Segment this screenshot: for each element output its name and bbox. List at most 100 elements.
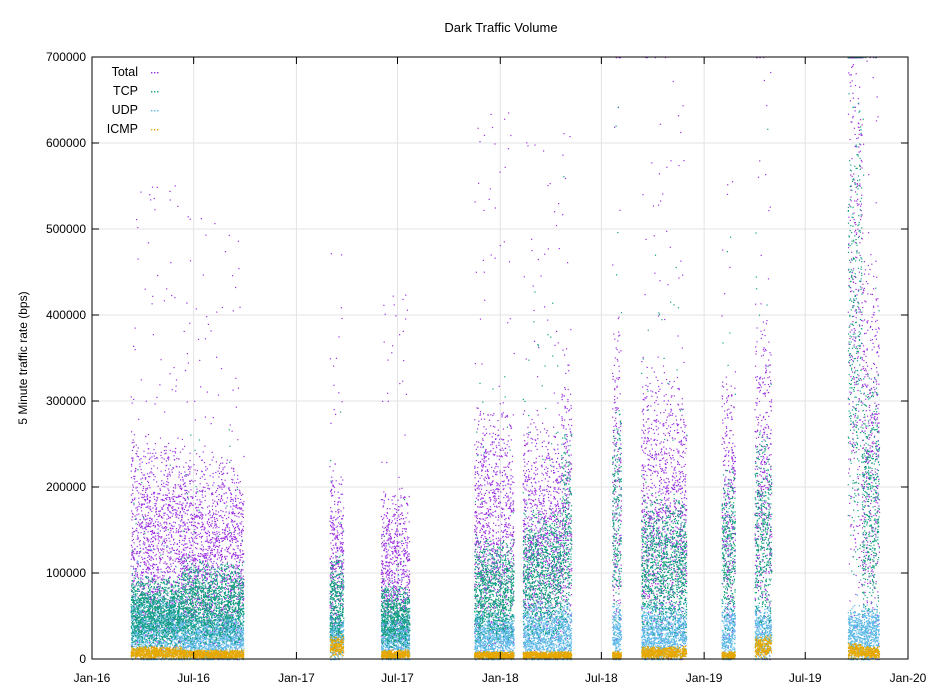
data-point-tcp (178, 582, 180, 584)
data-point-total (139, 466, 141, 468)
data-point-total (215, 471, 217, 474)
data-point-tcp (142, 592, 144, 594)
data-point-udp (162, 630, 164, 632)
data-point-total (196, 606, 198, 609)
data-point-total (166, 546, 168, 548)
data-point-total (137, 563, 139, 565)
data-point-udp (166, 653, 168, 655)
data-point-udp (175, 607, 177, 610)
data-point-total (159, 510, 161, 513)
data-point-total (179, 484, 181, 486)
data-point-tcp (158, 587, 160, 589)
data-point-total (153, 581, 155, 583)
data-point-total (142, 490, 144, 492)
data-point-udp (137, 640, 139, 642)
data-point-total (166, 494, 168, 496)
data-point-total (157, 615, 159, 618)
data-point-tcp (157, 617, 159, 619)
data-point-icmp (132, 649, 134, 651)
data-point-udp (134, 636, 136, 638)
data-point-tcp (177, 613, 180, 615)
data-point-total (151, 493, 153, 495)
data-point-total (136, 490, 138, 492)
data-point-total (165, 563, 167, 565)
data-point-total (160, 470, 162, 472)
data-point-tcp (166, 584, 168, 586)
data-point-total (174, 451, 176, 453)
data-point-tcp (170, 596, 172, 599)
data-point-total (134, 515, 136, 517)
data-point-total (138, 555, 140, 557)
data-point-tcp (176, 627, 178, 629)
data-point-total (170, 262, 172, 264)
data-point-tcp (163, 636, 165, 638)
data-point-tcp (138, 629, 140, 631)
data-point-total (139, 547, 141, 549)
data-point-tcp (162, 614, 164, 617)
data-point-total (149, 194, 151, 196)
data-point-tcp (165, 589, 167, 591)
data-point-total (146, 443, 148, 445)
data-point-tcp (145, 638, 147, 641)
data-point-udp (150, 549, 153, 551)
data-point-total (178, 514, 181, 516)
data-point-udp (179, 659, 181, 661)
data-point-total (148, 517, 150, 519)
data-point-total (201, 544, 203, 546)
data-point-tcp (148, 626, 151, 628)
data-point-udp (174, 642, 176, 644)
data-point-total (146, 487, 149, 489)
data-point-tcp (169, 596, 171, 598)
data-point-icmp (153, 647, 155, 649)
data-point-tcp (136, 585, 138, 587)
data-point-icmp (172, 649, 174, 651)
data-point-total (235, 578, 237, 580)
data-point-icmp (169, 652, 171, 654)
data-point-total (144, 527, 146, 529)
data-point-total (139, 523, 141, 525)
data-point-udp (167, 628, 169, 630)
data-point-tcp (140, 632, 143, 634)
data-point-udp (134, 629, 136, 631)
data-point-total (132, 533, 134, 535)
data-point-tcp (149, 604, 151, 606)
data-point-tcp (131, 591, 133, 593)
data-point-tcp (142, 594, 144, 596)
data-point-tcp (161, 607, 163, 609)
data-point-total (150, 631, 152, 633)
data-point-total (153, 492, 155, 494)
data-point-tcp (167, 621, 169, 623)
data-point-total (157, 524, 159, 526)
data-point-icmp (148, 647, 150, 649)
data-point-tcp (151, 634, 154, 636)
data-point-total (170, 629, 172, 631)
data-point-total (134, 498, 136, 500)
data-point-total (177, 557, 179, 560)
data-point-total (152, 334, 154, 336)
data-point-udp (133, 619, 135, 621)
data-point-udp (172, 639, 174, 641)
data-point-total (145, 436, 147, 438)
data-point-udp (134, 631, 136, 633)
data-point-total (197, 572, 200, 574)
data-point-tcp (158, 605, 160, 607)
data-point-udp (155, 613, 157, 615)
data-point-total (167, 555, 169, 557)
data-point-total (148, 499, 150, 502)
data-point-total (146, 473, 149, 475)
data-point-total (153, 578, 155, 581)
data-point-total (181, 584, 183, 586)
data-point-tcp (149, 635, 151, 637)
data-point-tcp (136, 624, 138, 626)
data-point-tcp (153, 606, 155, 608)
data-point-udp (147, 606, 149, 608)
data-point-tcp (166, 604, 168, 606)
data-point-icmp (132, 648, 134, 650)
data-point-total (152, 536, 154, 538)
data-point-tcp (140, 630, 142, 632)
data-point-tcp (166, 601, 168, 603)
data-point-total (205, 548, 207, 550)
data-point-total (133, 478, 135, 480)
data-point-tcp (148, 644, 150, 646)
data-point-tcp (171, 642, 173, 644)
